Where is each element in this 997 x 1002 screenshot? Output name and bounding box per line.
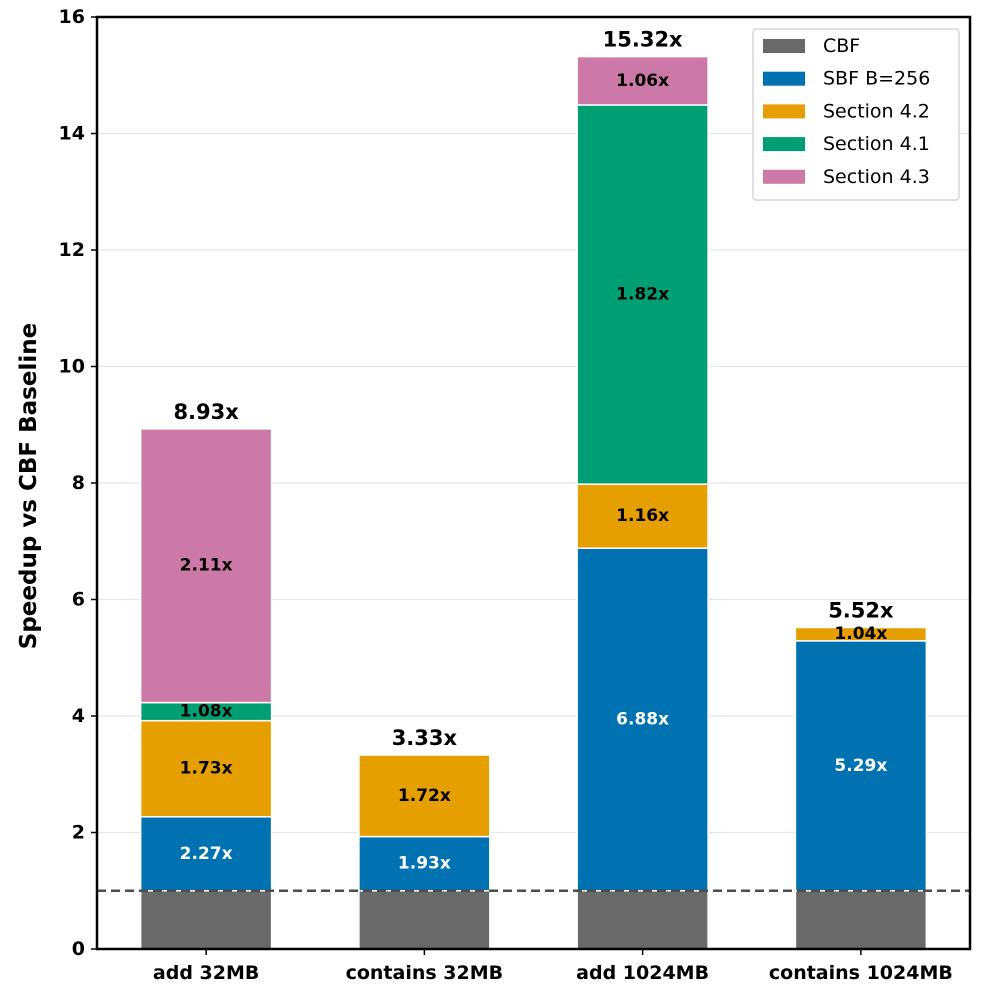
y-tick-label: 14 <box>59 123 85 145</box>
y-tick-label: 8 <box>72 472 85 494</box>
segment-value-label: 1.82x <box>616 285 669 305</box>
bar-segment <box>576 104 709 485</box>
y-axis-label: Speedup vs CBF Baseline <box>16 323 42 649</box>
y-tick-label: 12 <box>59 239 85 261</box>
legend-swatch <box>763 71 805 86</box>
bar-segment <box>576 483 709 549</box>
bar-segment <box>358 754 491 838</box>
bar-labels: 2.27x 1.73x 1.08x 2.11x 8.93x 1.93x 1.72x 3.33x… <box>173 28 894 874</box>
y-tick-label: 16 <box>59 6 85 28</box>
y-tick-label: 10 <box>59 356 85 378</box>
bar-segment <box>139 428 273 704</box>
legend-entry-label: Section 4.2 <box>823 100 930 122</box>
legend-swatch <box>763 137 805 152</box>
bar-segment <box>794 890 928 950</box>
bar-segment <box>794 640 928 892</box>
segment-value-label: 1.73x <box>180 759 233 779</box>
y-tick-label: 4 <box>72 705 85 727</box>
legend-entry-label: Section 4.3 <box>823 166 930 188</box>
total-value-label: 15.32x <box>603 28 683 52</box>
x-tick-label: contains 32MB <box>346 962 504 984</box>
bar-segment <box>576 890 709 950</box>
x-tick-label: add 32MB <box>153 962 259 984</box>
legend-entry-label: CBF <box>823 35 860 57</box>
legend-swatch <box>763 39 805 53</box>
total-value-label: 3.33x <box>392 726 458 750</box>
bar-segment <box>139 719 273 818</box>
segment-value-label: 1.93x <box>398 854 451 874</box>
segment-value-label: 1.72x <box>398 786 451 806</box>
segment-value-label: 1.04x <box>834 624 887 644</box>
segment-value-label: 2.11x <box>180 556 233 576</box>
bar-segment <box>794 626 928 642</box>
total-value-label: 8.93x <box>173 400 239 424</box>
legend-entry-label: SBF B=256 <box>823 68 930 90</box>
legend-swatch <box>763 104 805 119</box>
bars <box>139 55 928 950</box>
y-tick-label: 6 <box>72 589 85 611</box>
y-tick-label: 2 <box>72 822 85 844</box>
x-tick-label: add 1024MB <box>576 962 709 984</box>
y-tick-label: 0 <box>72 938 85 960</box>
legend-swatch <box>763 169 805 184</box>
bar-segment <box>576 55 709 106</box>
total-value-label: 5.52x <box>828 598 894 622</box>
plot-frame <box>95 15 972 951</box>
legend: CBF SBF B=256 Section 4.2 Section 4.1 Sectio… <box>752 28 960 201</box>
bar-segment <box>139 816 273 892</box>
segment-value-label: 5.29x <box>834 756 887 776</box>
segment-value-label: 1.16x <box>616 506 669 526</box>
axes: add 32MB contains 32MB add 1024MB contains … <box>59 6 972 984</box>
legend-entry-label: Section 4.1 <box>823 133 930 155</box>
x-tick-label: contains 1024MB <box>769 962 953 984</box>
segment-value-label: 6.88x <box>616 709 669 729</box>
segment-value-label: 2.27x <box>180 844 233 864</box>
segment-value-label: 1.06x <box>616 71 669 91</box>
segment-value-label: 1.08x <box>180 702 233 722</box>
bar-segment <box>139 890 273 950</box>
bar-segment <box>358 890 491 950</box>
